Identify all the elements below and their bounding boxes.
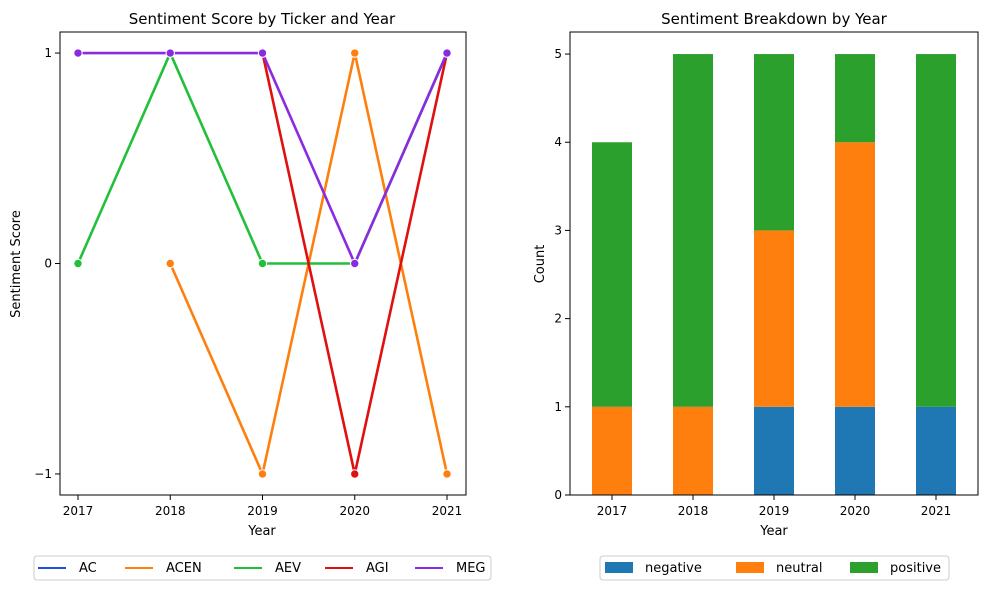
bar-negative-2021	[916, 406, 956, 495]
legend-label: neutral	[776, 561, 823, 576]
data-point	[442, 469, 452, 479]
line-chart-ylabel: Sentiment Score	[9, 210, 24, 318]
bar-neutral-2018	[673, 406, 713, 495]
bar-positive-2017	[592, 142, 632, 407]
legend-item-ac: AC	[38, 561, 97, 576]
stacked-bar-chart: Sentiment Breakdown by Year Count Year 0…	[533, 10, 979, 539]
x-tick-label: 2017	[597, 504, 628, 518]
y-tick-label: 2	[554, 312, 562, 326]
bar-chart-legend: negative neutral positive	[599, 555, 950, 581]
bar-neutral-2017	[592, 406, 632, 495]
x-tick-label: 2019	[247, 504, 278, 518]
data-point	[257, 48, 268, 58]
series-meg	[73, 48, 452, 269]
legend-item-negative: negative	[605, 561, 702, 576]
data-point	[350, 258, 360, 269]
data-point	[350, 469, 360, 479]
x-tick-label: 2018	[155, 504, 186, 518]
y-tick-label: 1	[554, 400, 562, 414]
line-chart-xlabel: Year	[247, 524, 276, 539]
legend-label: positive	[890, 561, 941, 576]
x-tick-label: 2019	[759, 504, 790, 518]
data-point	[257, 469, 268, 479]
y-tick-label: 1	[44, 46, 52, 60]
data-point	[442, 48, 452, 58]
series-line	[78, 51, 449, 265]
legend-item-positive: positive	[850, 561, 941, 576]
data-point	[165, 258, 175, 269]
legend-label: AEV	[275, 561, 301, 576]
bar-positive-2018	[673, 54, 713, 407]
series-line	[76, 51, 449, 265]
legend-swatch	[736, 562, 764, 573]
line-chart-legend: AC ACEN AEV AGI MEG	[33, 555, 492, 581]
legend-label: negative	[645, 561, 702, 576]
legend-item-agi: AGI	[325, 561, 389, 576]
y-tick-label: 5	[554, 47, 562, 61]
bar-positive-2020	[835, 54, 875, 143]
y-tick-label: 4	[554, 135, 562, 149]
data-point	[73, 48, 83, 58]
legend-label: AGI	[366, 561, 389, 576]
legend-label: AC	[79, 561, 97, 576]
y-tick-label: 3	[554, 223, 562, 237]
legend-item-acen: ACEN	[125, 561, 202, 576]
bar-chart-xlabel: Year	[759, 524, 788, 539]
bar-chart-title: Sentiment Breakdown by Year	[661, 10, 888, 28]
x-tick-label: 2021	[921, 504, 952, 518]
x-tick-label: 2017	[63, 504, 94, 518]
x-tick-label: 2020	[339, 504, 370, 518]
y-tick-label: 0	[44, 257, 52, 271]
bar-neutral-2019	[754, 230, 794, 407]
y-tick-label: −1	[34, 467, 52, 481]
data-point	[257, 258, 268, 269]
x-tick-label: 2018	[678, 504, 709, 518]
legend-box	[33, 555, 492, 581]
legend-label: MEG	[456, 561, 486, 576]
bar-chart-ylabel: Count	[533, 245, 548, 284]
bar-negative-2020	[835, 406, 875, 495]
y-tick-label: 0	[554, 488, 562, 502]
data-point	[165, 48, 175, 58]
legend-label: ACEN	[166, 561, 202, 576]
x-tick-label: 2020	[840, 504, 871, 518]
data-point	[350, 48, 360, 58]
data-point	[73, 258, 83, 269]
line-chart: Sentiment Score by Ticker and Year Senti…	[9, 10, 467, 539]
legend-item-neutral: neutral	[736, 561, 823, 576]
legend-item-aev: AEV	[234, 561, 301, 576]
x-tick-label: 2021	[432, 504, 463, 518]
bar-positive-2021	[916, 54, 956, 407]
legend-swatch	[850, 562, 878, 573]
bar-neutral-2020	[835, 142, 875, 407]
bar-positive-2019	[754, 54, 794, 231]
legend-item-meg: MEG	[415, 561, 486, 576]
bar-negative-2019	[754, 406, 794, 495]
line-chart-title: Sentiment Score by Ticker and Year	[129, 10, 396, 28]
legend-swatch	[605, 562, 633, 573]
